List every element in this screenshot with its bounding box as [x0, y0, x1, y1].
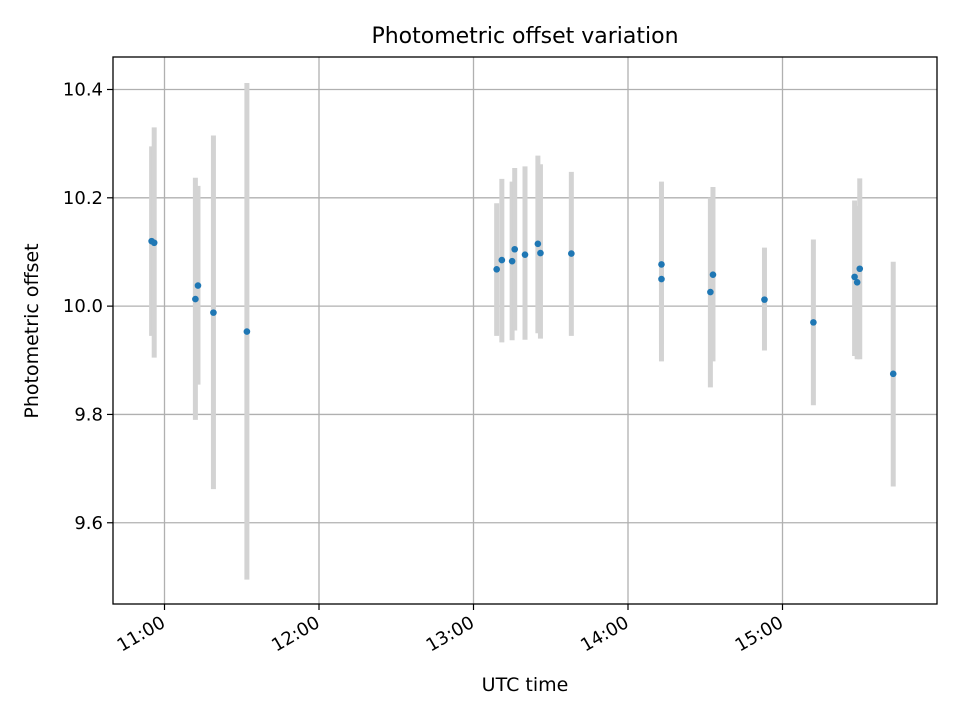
data-point	[534, 240, 542, 248]
data-point	[498, 256, 506, 264]
data-point	[150, 239, 158, 247]
data-point	[658, 275, 665, 283]
data-point	[511, 245, 518, 253]
data-point	[851, 273, 858, 281]
y-tick-label: 10.2	[63, 188, 103, 209]
data-point	[856, 265, 864, 273]
x-tick-label: 15:00	[732, 612, 787, 656]
x-tick-label: 14:00	[577, 612, 632, 656]
y-axis-label: Photometric offset	[21, 243, 43, 418]
data-point	[658, 261, 665, 268]
data-point	[521, 251, 529, 258]
data-point	[568, 250, 575, 257]
data-point	[243, 328, 251, 335]
point-layer	[148, 237, 897, 378]
data-point	[210, 309, 217, 316]
data-point	[707, 288, 714, 296]
y-tick-label: 9.6	[74, 513, 103, 534]
y-tick-label: 10.4	[63, 79, 103, 100]
plot-frame	[112, 56, 938, 605]
data-point	[508, 257, 516, 265]
data-point	[493, 266, 500, 273]
data-point	[853, 278, 861, 286]
x-tick-label: 12:00	[268, 612, 323, 656]
data-point	[761, 296, 768, 303]
data-point	[192, 295, 199, 303]
x-axis-label: UTC time	[482, 674, 569, 696]
x-tick-label: 13:00	[423, 612, 478, 656]
data-point	[194, 282, 202, 289]
y-tick-label: 9.8	[74, 404, 103, 425]
data-point	[889, 370, 897, 378]
x-tick-label: 11:00	[114, 612, 169, 656]
data-point	[537, 249, 544, 257]
data-point	[709, 271, 717, 279]
chart-title: Photometric offset variation	[371, 24, 678, 49]
tick-layer: 11:00 12:00 13:00 14:00 15:00 9.6 9.8 10.0 10.2 1…	[63, 79, 787, 656]
y-tick-label: 10.0	[63, 296, 103, 317]
data-point	[810, 319, 817, 326]
